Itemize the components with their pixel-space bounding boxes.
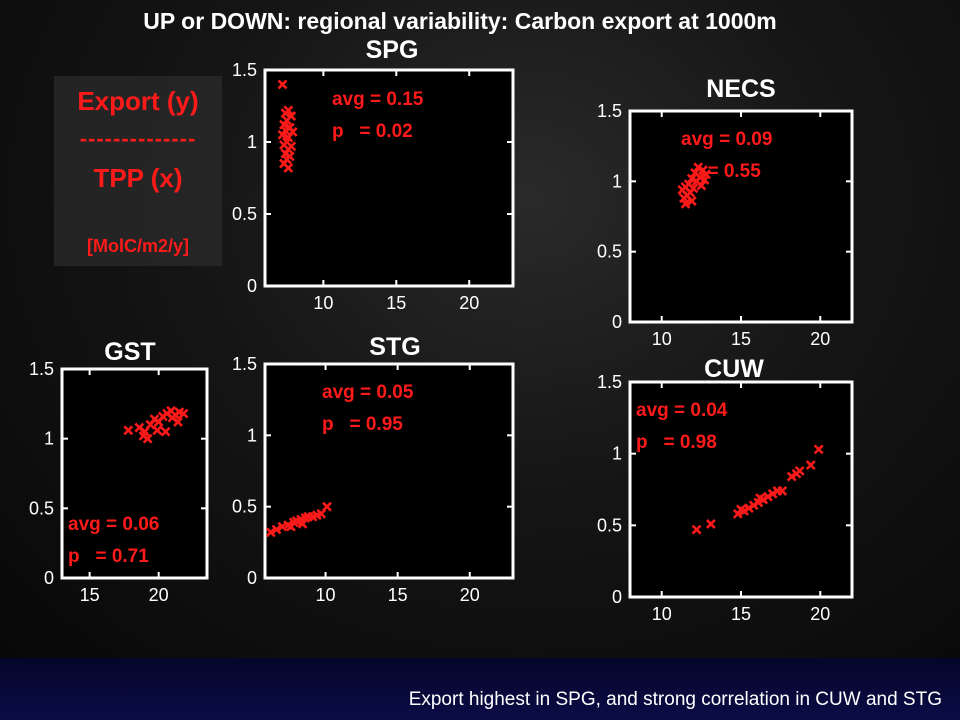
necs-panel-title: NECS xyxy=(706,75,775,103)
cuw-x-tick-label: 20 xyxy=(810,604,830,624)
cuw-stat-label: avg = 0.04 xyxy=(636,400,728,421)
stg-x-tick-label: 20 xyxy=(460,585,480,605)
gst-stat-label: p = 0.71 xyxy=(68,546,149,567)
spg-x-tick-label: 20 xyxy=(459,293,479,313)
spg-data-point xyxy=(280,108,291,119)
cuw-y-tick-label: 1 xyxy=(612,444,622,464)
cuw-x-tick-label: 15 xyxy=(731,604,751,624)
stg-stat-label: p = 0.95 xyxy=(322,414,403,435)
stg-y-tick-label: 0.5 xyxy=(232,497,257,517)
slide-title: UP or DOWN: regional variability: Carbon… xyxy=(143,8,777,34)
cuw-x-tick-label: 10 xyxy=(652,604,672,624)
legend-divider: -------------- xyxy=(79,126,197,151)
spg-data-point xyxy=(277,129,288,140)
necs-y-tick-label: 0.5 xyxy=(597,242,622,262)
gst-y-tick-label: 0 xyxy=(44,568,54,588)
necs-data-point xyxy=(686,196,697,206)
gst-data-point xyxy=(178,408,189,419)
cuw-data-point xyxy=(813,444,824,455)
stg-y-tick-label: 1.5 xyxy=(232,354,257,374)
necs-data-point xyxy=(699,175,710,185)
legend-y-label: Export (y) xyxy=(77,86,199,116)
gst-y-tick-label: 1.5 xyxy=(29,359,54,379)
gst-x-tick-label: 20 xyxy=(149,585,169,605)
cuw-y-tick-label: 0.5 xyxy=(597,515,622,535)
stg-x-tick-label: 10 xyxy=(316,585,336,605)
gst-y-tick-label: 0.5 xyxy=(29,498,54,518)
necs-stat-label: = 0.55 xyxy=(681,161,761,182)
spg-y-tick-label: 0.5 xyxy=(232,204,257,224)
legend-units: [MolC/m2/y] xyxy=(86,236,189,256)
spg-stat-label: p = 0.02 xyxy=(332,121,413,142)
necs-data-point xyxy=(696,180,707,191)
gst-data-point xyxy=(138,430,149,441)
gst-plot-frame xyxy=(60,367,209,580)
gst-y-tick-label: 1 xyxy=(44,429,54,449)
spg-y-tick-label: 1 xyxy=(247,132,257,152)
cuw-plot-frame xyxy=(628,380,854,599)
stg-data-point xyxy=(265,527,276,538)
spg-x-tick-label: 10 xyxy=(313,293,333,313)
spg-data-point xyxy=(277,79,288,90)
spg-y-tick-label: 0 xyxy=(247,276,257,296)
cuw-data-point xyxy=(767,488,778,499)
cuw-data-point xyxy=(805,460,816,471)
stg-panel-title: STG xyxy=(369,333,420,361)
legend-x-label: TPP (x) xyxy=(93,163,183,193)
gst-data-point xyxy=(160,426,171,437)
stg-x-tick-label: 15 xyxy=(388,585,408,605)
cuw-y-tick-label: 1.5 xyxy=(597,372,622,392)
necs-x-tick-label: 15 xyxy=(731,329,751,349)
cuw-data-point xyxy=(736,504,746,515)
gst-data-point xyxy=(173,417,183,427)
necs-y-tick-label: 1.5 xyxy=(597,101,622,121)
stg-data-point xyxy=(322,501,332,512)
spg-stat-label: avg = 0.15 xyxy=(332,89,424,110)
cuw-data-point xyxy=(755,493,765,504)
cuw-data-point xyxy=(794,465,805,476)
necs-data-point xyxy=(680,198,691,209)
necs-plot-frame xyxy=(628,109,854,324)
spg-data-point xyxy=(283,163,294,173)
stg-data-point xyxy=(271,524,282,535)
necs-x-tick-label: 10 xyxy=(652,329,672,349)
stg-y-tick-label: 1 xyxy=(247,425,257,445)
cuw-panel-title: CUW xyxy=(704,355,764,383)
cuw-y-tick-label: 0 xyxy=(612,587,622,607)
cuw-data-point xyxy=(691,524,702,535)
cuw-data-point xyxy=(777,486,788,496)
stg-data-point xyxy=(286,521,296,532)
stg-plot-frame xyxy=(263,362,515,580)
necs-data-point xyxy=(686,173,697,184)
spg-x-tick-label: 15 xyxy=(386,293,406,313)
spg-panel-title: SPG xyxy=(366,36,419,64)
cuw-data-point xyxy=(748,500,759,511)
stg-data-point xyxy=(297,518,308,529)
cuw-data-point xyxy=(786,471,797,482)
necs-y-tick-label: 0 xyxy=(612,312,622,332)
necs-x-tick-label: 20 xyxy=(810,329,830,349)
gst-data-point xyxy=(152,425,163,436)
footer-caption: Export highest in SPG, and strong correl… xyxy=(408,689,942,710)
spg-plot-frame xyxy=(263,68,515,288)
spg-y-tick-label: 1.5 xyxy=(232,60,257,80)
gst-stat-label: avg = 0.06 xyxy=(68,514,159,535)
gst-x-tick-label: 15 xyxy=(80,585,100,605)
footer-band xyxy=(0,658,960,720)
cuw-data-point xyxy=(744,503,754,514)
necs-data-point xyxy=(693,162,704,173)
gst-panel-title: GST xyxy=(104,338,155,366)
cuw-data-point xyxy=(763,491,773,502)
gst-data-point xyxy=(123,425,134,436)
necs-stat-label: avg = 0.09 xyxy=(681,129,772,150)
stg-y-tick-label: 0 xyxy=(247,568,257,588)
cuw-stat-label: p = 0.98 xyxy=(636,432,717,453)
necs-y-tick-label: 1 xyxy=(612,171,622,191)
stg-stat-label: avg = 0.05 xyxy=(322,382,414,403)
legend-box xyxy=(54,76,222,266)
cuw-data-point xyxy=(705,518,716,529)
